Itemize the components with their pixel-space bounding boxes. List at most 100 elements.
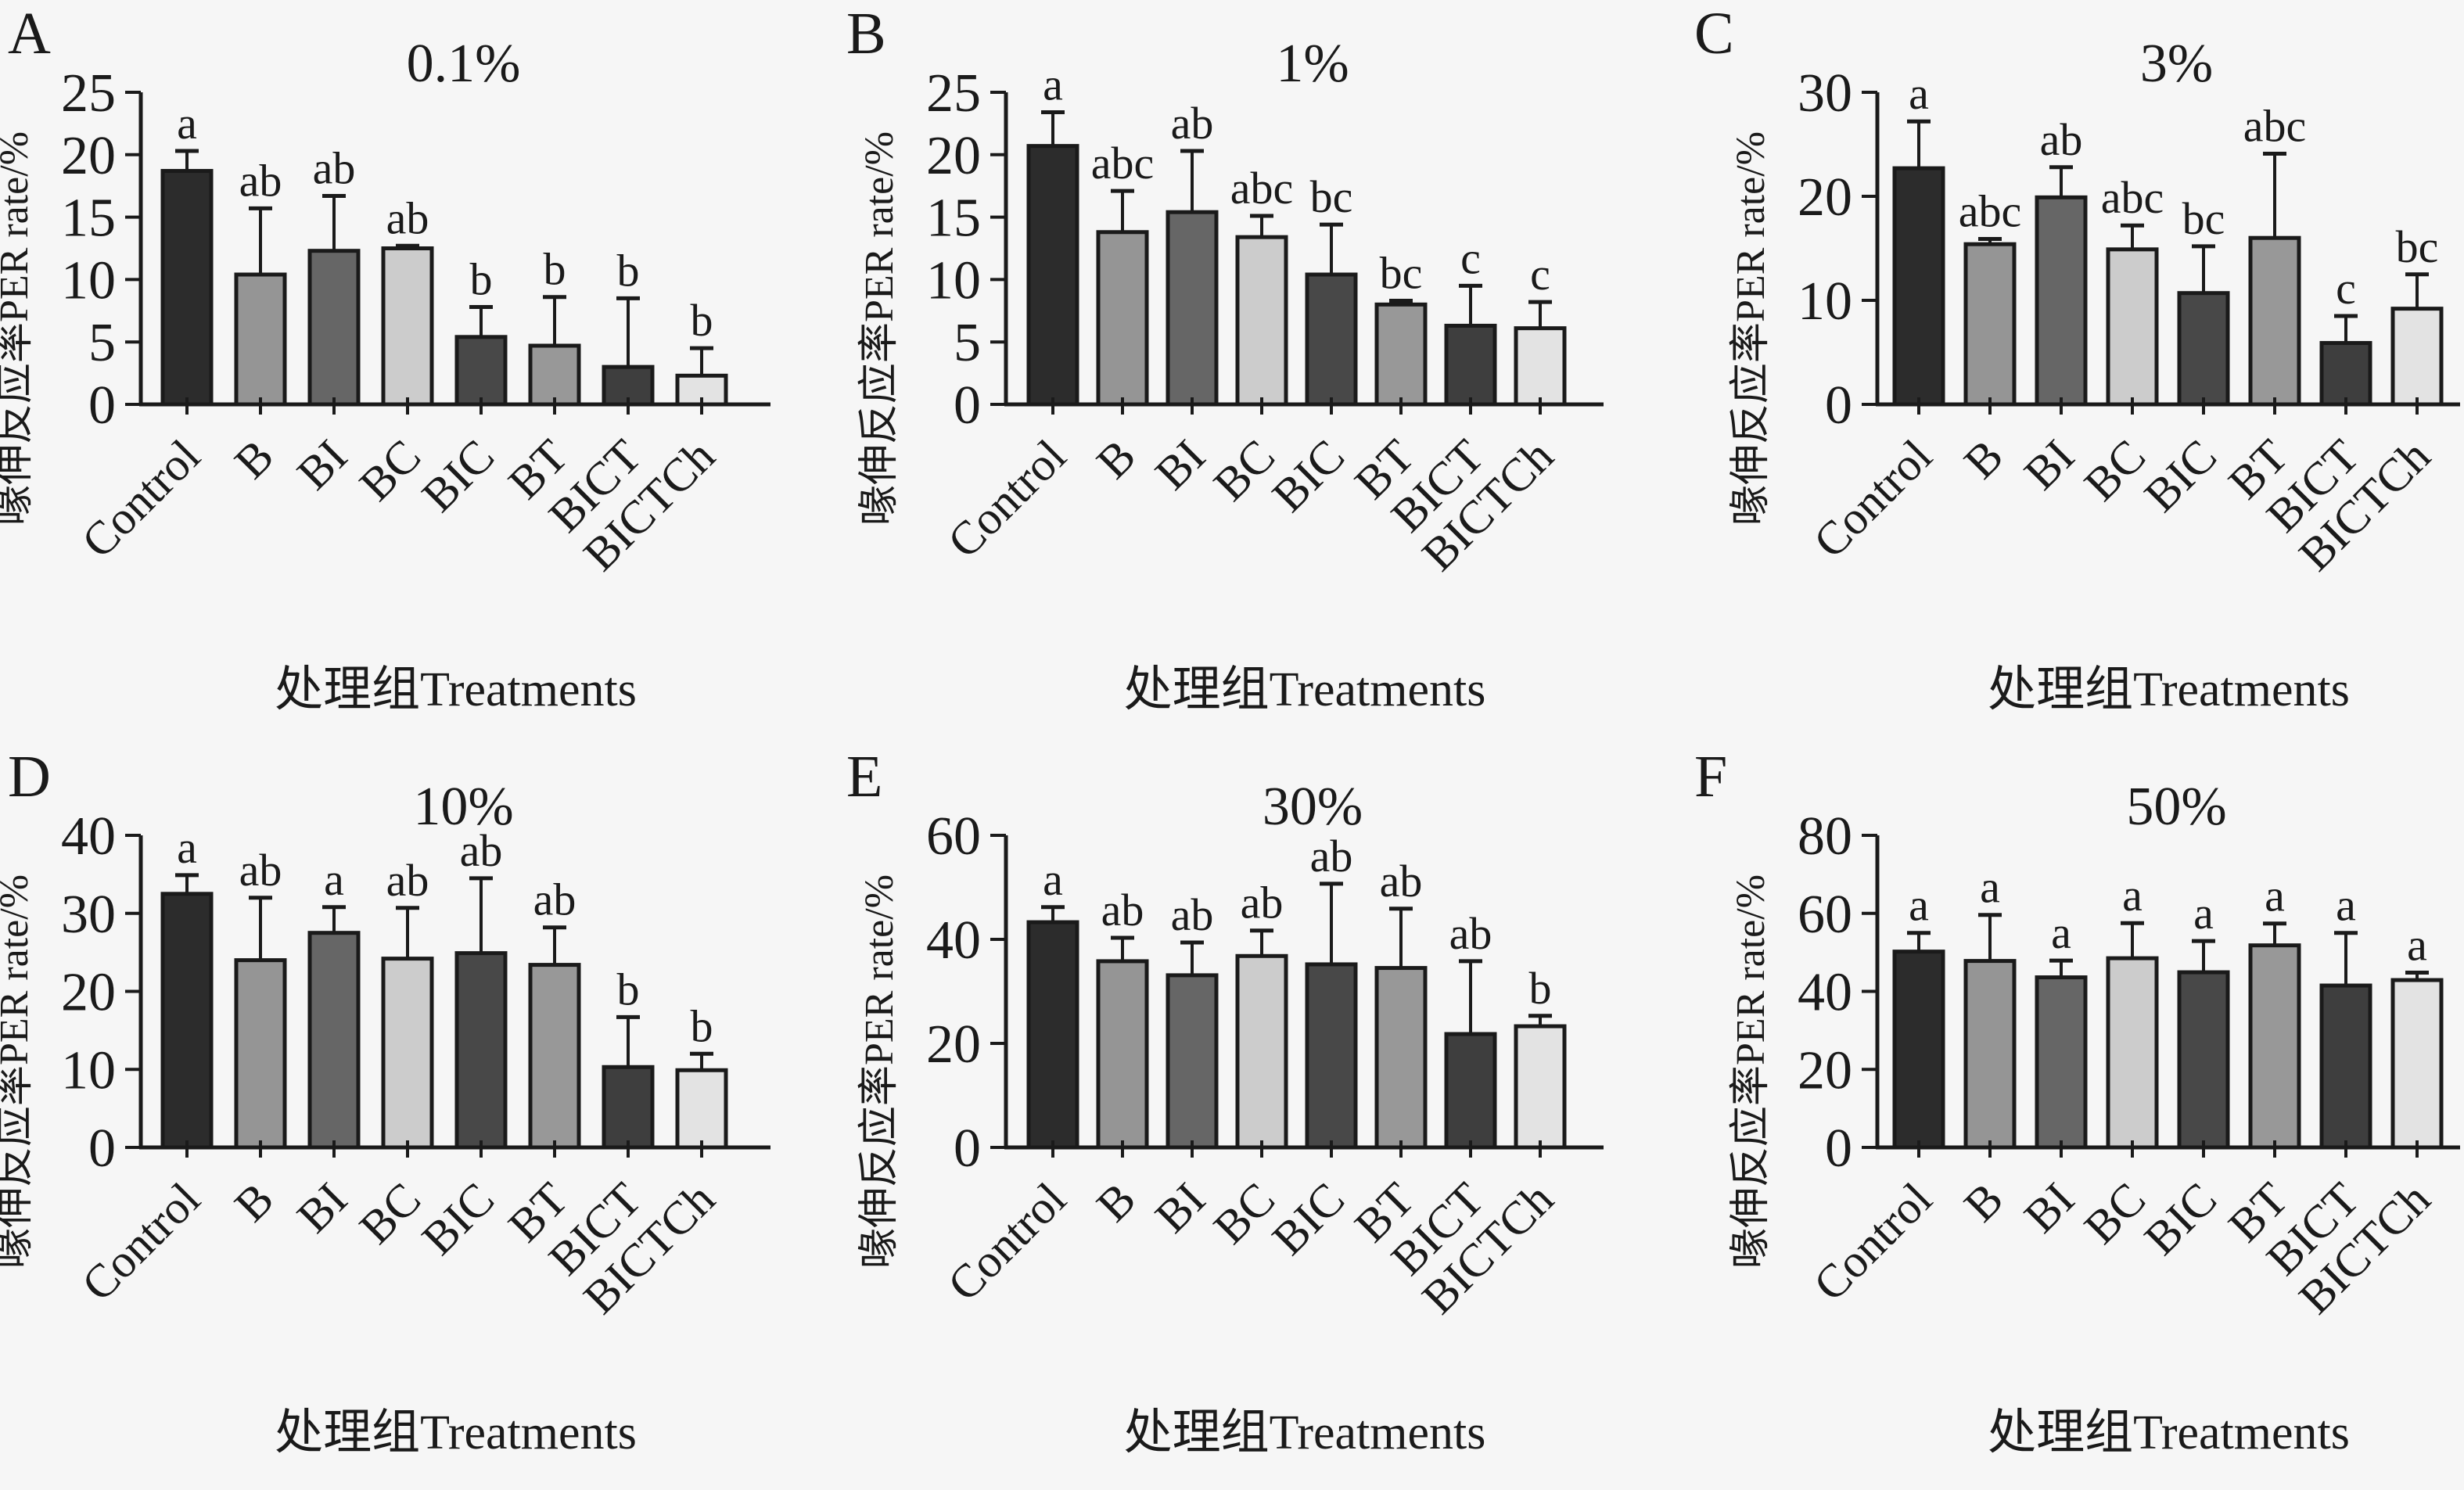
chart-title: 10% [413,777,513,837]
y-axis-label: 喙伸反应率PER rate/% [0,131,37,526]
panel-letter: F [1694,744,1727,810]
bar-b [234,272,287,407]
y-tick-label: 20 [926,1014,981,1075]
sig-letter-bictch: b [1529,963,1552,1014]
bar-b [1096,230,1149,407]
y-tick-label: 20 [1798,1040,1852,1100]
sig-letter-bc: ab [386,855,429,906]
bar-bi [2035,195,2088,407]
bar-b [1963,959,2017,1150]
bar-bi [307,931,361,1150]
sig-letter-bi: ab [1171,889,1214,940]
bar-bc [1235,953,1288,1150]
x-category-label-control: Control [938,1173,1076,1311]
sig-letter-bict: c [1460,232,1481,283]
panel-letter: C [1694,1,1734,66]
sig-letter-control: a [1909,68,1929,119]
chart-svg-panel-e: E 30% 喙伸反应率PER rate/% 0 20 40 60 a Control ab Bab B… [846,744,1604,1459]
sig-letter-bictch: a [2407,920,2427,971]
bar-bict [2319,341,2372,407]
sig-letter-bic: bc [1310,171,1353,222]
sig-letter-b: abc [1959,186,2022,237]
bar-control [1892,950,1945,1150]
y-tick-label: 20 [61,963,116,1023]
x-axis-label: 处理组Treatments [275,663,637,716]
x-category-label-bc: BC [2074,430,2155,511]
x-category-label-bi: BI [287,1173,357,1243]
bar-bc [381,246,434,407]
chart-title: 0.1% [407,34,521,94]
bar-control [160,169,214,407]
sig-letter-bi: ab [313,142,356,193]
x-category-label-control: Control [938,430,1076,568]
x-axis-label: 处理组Treatments [275,1406,637,1459]
sig-letter-bi: a [324,854,344,905]
bar-bt [1374,302,1428,407]
x-axis-label: 处理组Treatments [1988,663,2350,716]
y-tick-label: 10 [61,1040,116,1100]
bar-bic [454,335,508,407]
x-category-label-bic: BIC [2135,1173,2226,1265]
y-tick-label: 40 [926,910,981,971]
bar-bictch [1514,1024,1567,1150]
sig-letter-control: a [1043,854,1063,905]
chart-title: 1% [1276,34,1349,94]
bar-bt [528,963,581,1150]
sig-letter-bic: b [470,254,493,305]
y-tick-label: 25 [926,63,981,124]
sig-letter-bictch: c [1530,249,1550,300]
y-axis-label: 喙伸反应率PER rate/% [1729,874,1773,1269]
bar-bt [2248,235,2301,407]
y-tick-label: 60 [1798,885,1852,945]
x-category-label-b: B [224,430,283,489]
bar-bictch [2390,307,2444,407]
y-tick-label: 0 [1825,1118,1852,1179]
sig-letter-b: ab [239,845,282,896]
y-tick-label: 0 [954,375,981,436]
y-tick-label: 20 [61,126,116,186]
x-category-label-bc: BC [1204,430,1284,511]
sig-letter-bictch: bc [2396,221,2439,272]
chart-title: 50% [2126,777,2226,837]
bar-bi [307,249,361,407]
y-axis-label: 喙伸反应率PER rate/% [0,874,37,1269]
y-tick-label: 15 [926,188,981,249]
x-category-label-bc: BC [350,430,430,511]
y-tick-label: 0 [88,1118,116,1179]
sig-letter-b: a [1980,862,2000,913]
x-axis-label: 处理组Treatments [1124,663,1486,716]
panel-b: B 1% 喙伸反应率PER rate/% 0 5 10 15 20 25 a Control abc B… [821,0,1643,743]
sig-letter-bt: bc [1380,248,1423,299]
bar-bic [1305,272,1358,407]
sig-letter-bictch: b [691,295,713,346]
x-category-label-b: B [1954,430,2013,489]
x-category-label-b: B [1087,430,1145,489]
sig-letter-bi: ab [1171,98,1214,149]
sig-letter-bictch: b [691,1000,713,1051]
sig-letter-bi: ab [2040,114,2083,165]
chart-svg-panel-f: F 50% 喙伸反应率PER rate/% 0 20 40 60 80 a Control a Ba B… [1694,744,2460,1459]
y-tick-label: 10 [1798,271,1852,332]
bar-control [1892,166,1945,407]
y-tick-label: 0 [954,1118,981,1179]
panel-a: A 0.1% 喙伸反应率PER rate/% 0 5 10 15 20 25 a Control ab… [0,0,821,743]
bar-bt [2248,943,2301,1150]
bar-control [1026,144,1079,407]
x-category-label-bc: BC [2074,1173,2155,1254]
bar-b [234,958,287,1150]
y-tick-label: 15 [61,188,116,249]
sig-letter-bc: ab [386,192,429,243]
x-axis-label: 处理组Treatments [1124,1406,1486,1459]
y-tick-label: 10 [61,250,116,311]
x-category-label-bic: BIC [1263,430,1354,522]
x-category-label-b: B [1087,1173,1145,1232]
sig-letter-bict: b [617,245,640,296]
bar-bt [1374,966,1428,1150]
y-axis-label: 喙伸反应率PER rate/% [1729,131,1773,526]
sig-letter-bc: abc [1230,163,1294,214]
sig-letter-bc: a [2122,870,2143,921]
